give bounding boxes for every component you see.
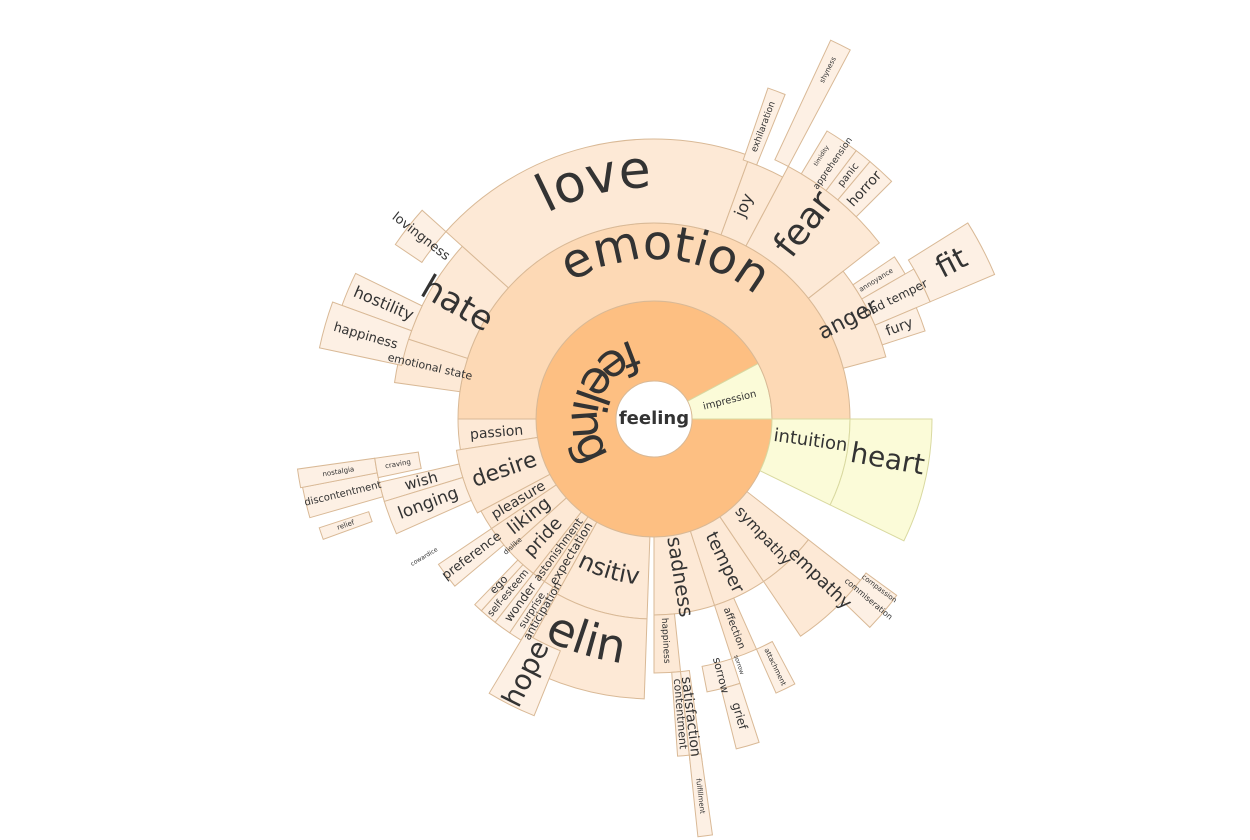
seg-heart[interactable] [829,418,933,542]
seg-longing[interactable] [383,476,472,535]
label-preference: preference [439,529,504,583]
label-happiness-inner: happiness [659,618,671,665]
seg-grief[interactable] [720,682,760,750]
label-contentment: contentment [671,678,690,750]
seg-shyness[interactable] [774,39,851,168]
seg-contentment[interactable] [671,671,690,757]
root-label: feeling [619,408,689,429]
seg-sadness[interactable] [653,530,716,616]
seg-commiseration[interactable] [841,572,898,629]
seg-ego[interactable] [474,559,524,612]
root-node[interactable] [615,380,693,458]
seg-attachment[interactable] [755,640,796,694]
seg-exhilaration[interactable] [742,87,786,166]
seg-happiness-outer[interactable] [318,301,413,366]
seg-emotional-state[interactable] [393,337,469,393]
seg-passion[interactable] [457,418,539,451]
seg-fulfillment[interactable] [688,753,714,838]
seg-temper[interactable] [689,516,765,607]
seg-relief[interactable] [318,511,373,541]
seg-pleasure[interactable] [480,473,557,530]
seg-craving[interactable] [374,451,422,479]
seg-fit[interactable] [907,222,996,303]
seg-wonder[interactable] [494,572,546,634]
seg-hope[interactable] [488,632,561,717]
seg-preference[interactable] [437,527,505,587]
label-passion: passion [469,422,524,443]
seg-surprise[interactable] [509,580,554,641]
seg-affection[interactable] [713,597,758,660]
seg-lovingness[interactable] [394,209,447,264]
label-cowardice: cowardice [409,546,439,568]
seg-fury[interactable] [874,306,926,346]
seg-horror[interactable] [837,160,893,218]
seg-hostility[interactable] [341,272,423,332]
